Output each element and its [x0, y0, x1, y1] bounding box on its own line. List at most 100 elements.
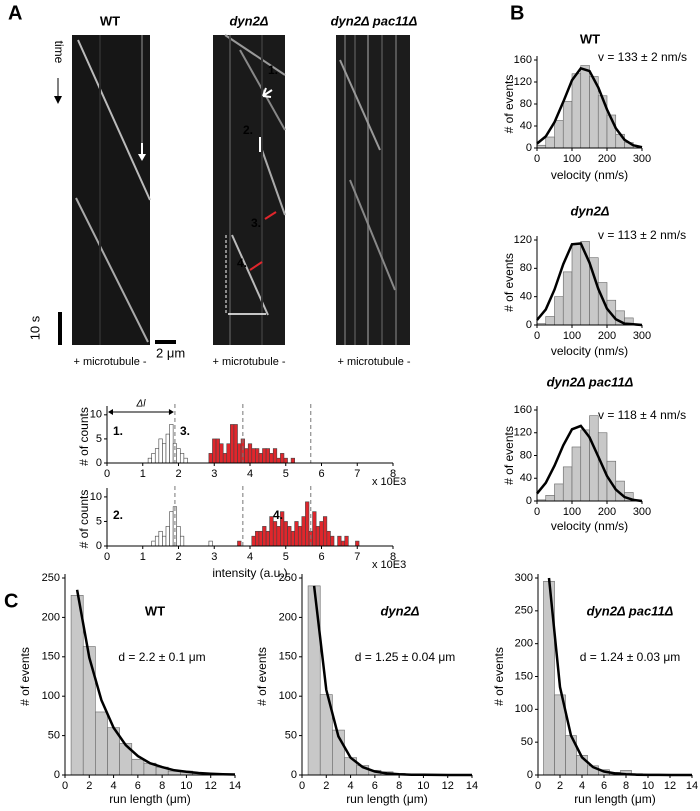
y-tick-label: 10	[90, 409, 102, 421]
bar	[208, 540, 213, 547]
bar	[562, 271, 573, 326]
bar	[258, 530, 263, 547]
x-tick-label: 6	[601, 780, 607, 792]
y-tick-label: 50	[48, 730, 60, 742]
bar	[165, 526, 170, 547]
bar	[287, 526, 292, 547]
x-tick-label: 0	[104, 468, 110, 480]
bar	[272, 448, 278, 464]
panel-label: A	[8, 2, 22, 24]
y-tick-label: 80	[520, 98, 532, 110]
bar	[280, 453, 285, 464]
length-scale: 2 μm	[156, 345, 185, 360]
x-tick-label: 2	[175, 551, 181, 563]
bar	[269, 453, 274, 464]
y-tick-label: 40	[520, 472, 532, 484]
x-tick-label: 7	[354, 551, 360, 563]
y-tick-label: 80	[520, 449, 532, 461]
bar	[571, 73, 582, 149]
y-axis-label: # of events	[502, 253, 516, 312]
x-tick-label: 5	[283, 468, 289, 480]
kymograph-title: dyn2Δ	[229, 13, 268, 28]
x-tick-label: 6	[318, 551, 324, 563]
bar	[290, 457, 295, 464]
bar	[176, 526, 181, 547]
chart-title: dyn2Δ pac11Δ	[547, 374, 634, 389]
x-axis-label: velocity (nm/s)	[551, 344, 628, 358]
x-tick-label: 4	[247, 468, 253, 480]
fit-annotation: v = 133 ± 2 nm/s	[598, 50, 687, 64]
kymograph-annotation: 3.	[251, 216, 261, 230]
bar	[589, 415, 599, 502]
bar	[337, 535, 342, 547]
y-tick-label: 200	[515, 638, 533, 650]
bar	[312, 511, 317, 547]
kymograph-annotation: 1.	[268, 63, 278, 77]
x-tick-label: 0	[534, 330, 540, 342]
bar	[265, 448, 270, 464]
y-axis-label: # of counts	[77, 490, 91, 549]
kymograph-caption: + microtubule -	[337, 356, 410, 368]
bar	[147, 457, 152, 464]
bar	[258, 453, 263, 464]
x-axis-label: run length (μm)	[346, 792, 428, 806]
bar	[571, 446, 582, 502]
x-tick-label: 1	[140, 551, 146, 563]
bar	[151, 540, 156, 547]
x-tick-label: 0	[535, 780, 541, 792]
bar	[70, 595, 84, 776]
bar	[344, 535, 349, 547]
x-tick-label: 4	[111, 780, 117, 792]
bar	[255, 530, 260, 547]
bar	[154, 448, 160, 464]
bar	[158, 530, 163, 547]
y-tick-label: 250	[515, 605, 533, 617]
bar	[571, 243, 582, 326]
x-tick-label: 3	[211, 551, 217, 563]
fit-curve	[536, 424, 643, 503]
y-tick-label: 120	[514, 427, 532, 439]
x-unit: x 10E3	[372, 476, 406, 488]
bar	[283, 521, 288, 547]
y-tick-label: 50	[285, 730, 297, 742]
bar	[179, 453, 185, 464]
fit-annotation: d = 1.25 ± 0.04 μm	[355, 650, 456, 664]
y-tick-label: 250	[42, 572, 60, 584]
y-tick-label: 0	[527, 769, 533, 781]
x-tick-label: 6	[135, 780, 141, 792]
x-tick-label: 14	[686, 780, 698, 792]
bar	[131, 758, 145, 776]
x-tick-label: 300	[633, 506, 651, 518]
y-tick-label: 100	[42, 690, 60, 702]
bar	[151, 453, 156, 464]
y-tick-label: 0	[526, 495, 532, 507]
bar	[545, 316, 555, 326]
y-tick-label: 0	[96, 540, 102, 552]
fit-curve	[536, 66, 643, 149]
bar	[215, 438, 220, 464]
bar	[212, 438, 217, 464]
kymograph	[72, 35, 151, 345]
y-tick-label: 150	[515, 670, 533, 682]
bar	[580, 65, 590, 149]
bar	[251, 535, 256, 547]
y-axis-label: # of events	[18, 647, 32, 706]
y-tick-label: 150	[42, 651, 60, 663]
x-tick-label: 6	[318, 468, 324, 480]
bar	[315, 526, 321, 547]
bar	[169, 511, 174, 547]
time-label: time	[52, 41, 66, 64]
bar	[580, 429, 590, 502]
bar	[340, 540, 346, 547]
chart-title: WT	[145, 603, 165, 618]
bar	[165, 433, 170, 464]
bar	[272, 521, 278, 547]
bar	[95, 711, 108, 776]
y-tick-label: 0	[526, 142, 532, 154]
x-tick-label: 300	[633, 153, 651, 165]
y-axis-label: # of counts	[77, 407, 91, 466]
x-tick-label: 10	[417, 780, 429, 792]
panel-label: B	[510, 2, 524, 24]
chart-title: dyn2Δ	[380, 603, 419, 618]
